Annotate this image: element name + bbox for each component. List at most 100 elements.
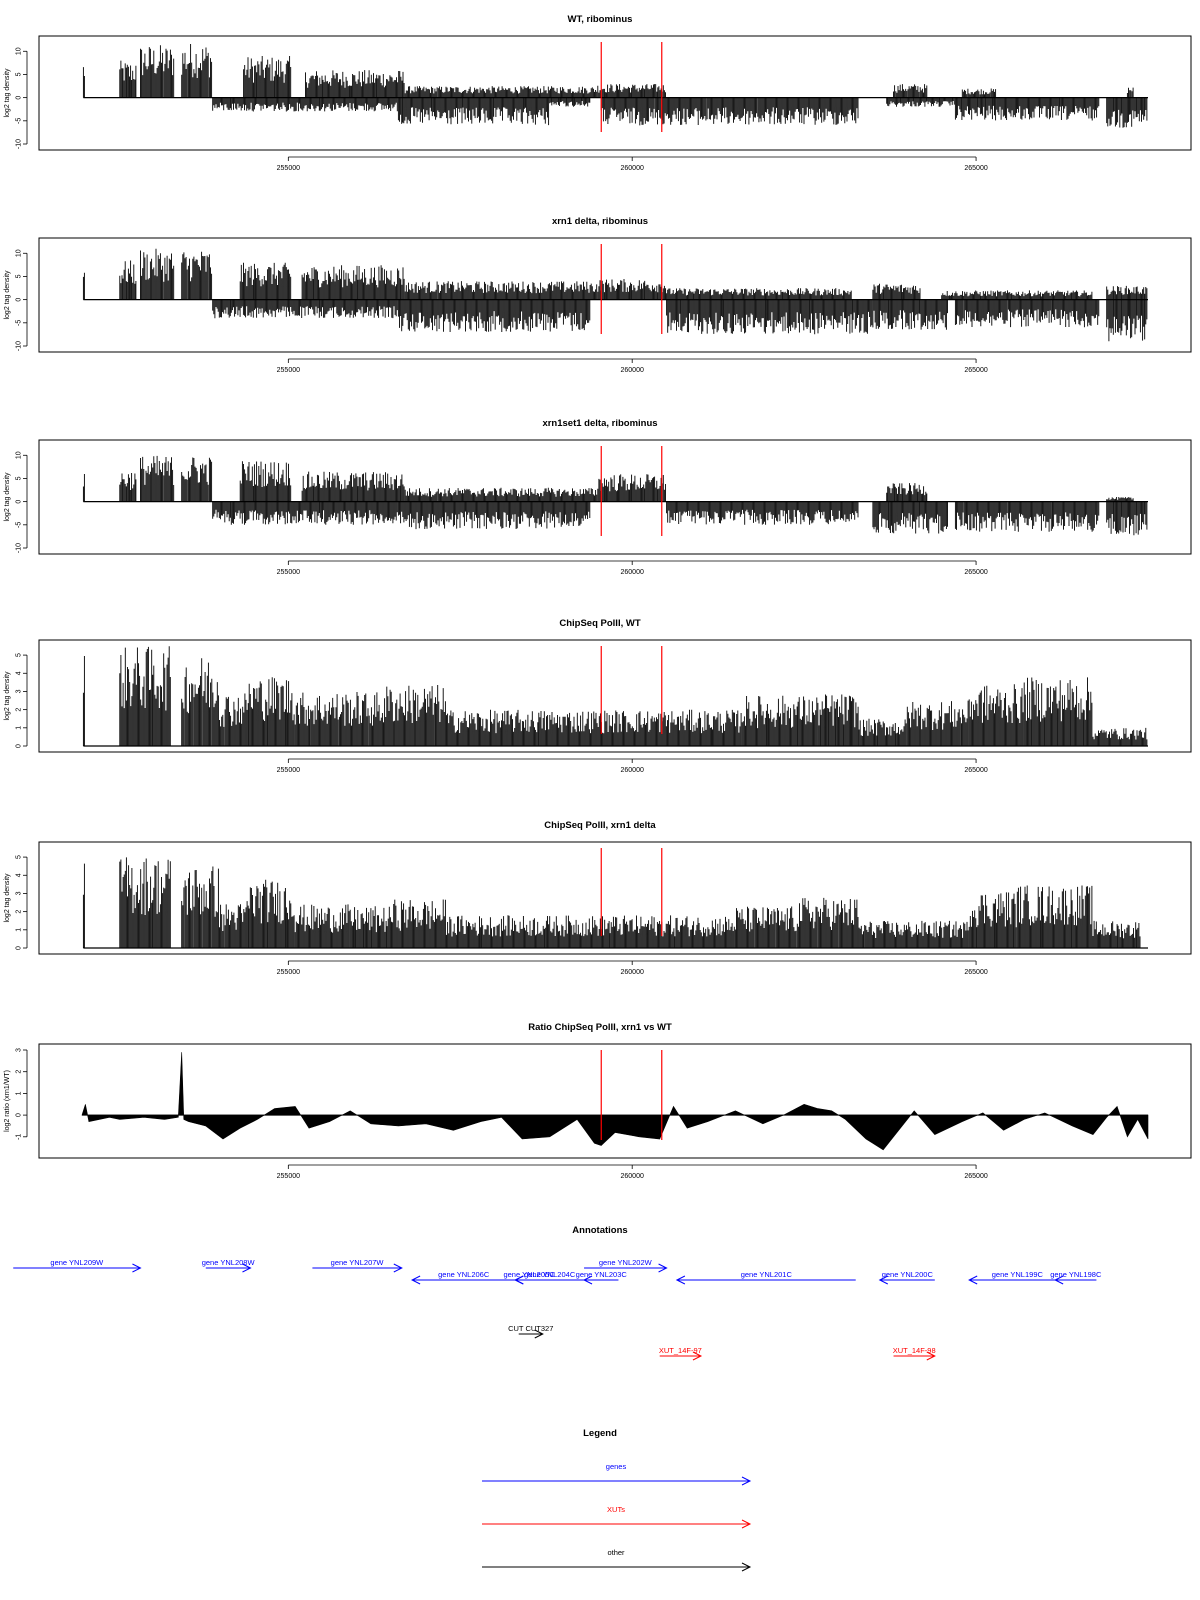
signal-spikes <box>119 473 137 502</box>
y-axis-label: log2 tag density <box>4 68 11 118</box>
arrow-head <box>410 1275 421 1285</box>
arrow-head <box>132 1263 142 1273</box>
y-tick-label: 2 <box>16 910 23 914</box>
x-tick-label: 265000 <box>964 165 987 172</box>
x-tick-label: 265000 <box>964 569 987 576</box>
y-tick-label: -10 <box>16 543 23 553</box>
gene-arrow: gene YNL202W <box>584 1258 668 1273</box>
signal-spikes <box>404 86 598 98</box>
signal-spikes <box>239 461 292 502</box>
signal-region <box>246 677 295 746</box>
signal-spikes <box>597 474 666 502</box>
signal-region <box>734 906 797 948</box>
arrow-head <box>741 1476 752 1486</box>
signal-spikes <box>294 692 384 746</box>
signal-spikes <box>597 84 666 98</box>
signal-spikes <box>140 248 175 300</box>
signal-region <box>666 501 859 525</box>
y-tick-label: 5 <box>16 653 23 657</box>
signal-region <box>212 97 398 112</box>
arrow-head <box>534 1329 544 1339</box>
signal-region <box>384 685 446 746</box>
signal-region <box>858 718 907 746</box>
gene-arrow: gene YNL208W <box>202 1258 256 1273</box>
arrow-head <box>658 1263 668 1273</box>
gene-arrow: gene YNL207W <box>312 1258 403 1273</box>
signal-spikes <box>968 684 1024 746</box>
signal-spikes <box>1106 497 1134 502</box>
signal-spikes <box>181 44 213 98</box>
signal-region <box>301 471 405 502</box>
gene-label: gene YNL208W <box>202 1258 256 1267</box>
signal-spikes <box>119 646 171 746</box>
signal-spikes <box>1016 885 1093 948</box>
legend-item-other: other <box>482 1548 752 1572</box>
signal-region <box>597 279 666 300</box>
plot-frame <box>38 35 1192 151</box>
x-axis: 255000 260000 265000 <box>277 156 988 172</box>
signal-region <box>968 892 1017 948</box>
arrow-head <box>968 1275 978 1285</box>
y-tick-label: 4 <box>16 671 23 675</box>
signal-region <box>858 920 969 948</box>
signal-region <box>181 457 213 502</box>
signal-region <box>119 60 137 98</box>
signal-region <box>82 272 85 300</box>
y-tick-label: 0 <box>16 500 23 504</box>
signal-spikes <box>181 658 219 746</box>
arrow-head <box>514 1275 524 1285</box>
signal-region <box>954 501 1100 532</box>
signal-spikes <box>858 718 907 746</box>
signal-region <box>954 299 1100 328</box>
y-axis-label: log2 tag density <box>4 472 11 522</box>
signal-spikes <box>212 501 398 525</box>
signal-region <box>219 693 247 746</box>
gene-label: gene YNL201C <box>741 1270 793 1279</box>
plus-strand-series <box>82 248 1148 300</box>
signal-region <box>1092 920 1141 948</box>
xut-arrow: XUT_14F-97 <box>659 1346 703 1361</box>
signal-region <box>181 658 219 746</box>
x-tick-label: 265000 <box>964 969 987 976</box>
signal-spikes <box>301 471 405 502</box>
signal-spikes <box>397 97 550 126</box>
y-tick-label: 3 <box>16 1048 23 1052</box>
y-tick-label: 5 <box>16 855 23 859</box>
signal-spikes <box>246 677 295 746</box>
y-tick-label: 5 <box>16 476 23 480</box>
x-tick-label: 255000 <box>277 969 300 976</box>
xut-label: XUT_14F-98 <box>893 1346 936 1355</box>
y-tick-label: 3 <box>16 689 23 693</box>
signal-spikes <box>349 906 391 948</box>
signal-region <box>246 879 295 948</box>
gene-label: gene YNL198C <box>1050 1270 1102 1279</box>
x-tick-label: 255000 <box>277 1173 300 1180</box>
arrow-head <box>675 1275 686 1285</box>
arrow-head <box>582 1275 593 1285</box>
plot-frame <box>38 1043 1192 1159</box>
y-tick-label: 10 <box>16 451 23 459</box>
legend-label: genes <box>606 1462 627 1471</box>
y-tick-label: -5 <box>16 522 23 528</box>
gene-arrow: gene YNL204C <box>514 1270 585 1285</box>
signal-region <box>181 866 219 948</box>
legend-label: XUTs <box>607 1505 625 1514</box>
gene-label: gene YNL209W <box>50 1258 104 1267</box>
signal-spikes <box>212 299 398 319</box>
panel-6: Ratio ChipSeq PolII, xrn1 vs WT -1 0 1 2 3 log… <box>4 1022 1192 1180</box>
y-tick-label: -5 <box>16 320 23 326</box>
signal-spikes <box>1126 87 1134 98</box>
signal-region <box>446 709 742 746</box>
signal-region <box>82 863 85 948</box>
gene-label: gene YNL204C <box>524 1270 576 1279</box>
signal-region <box>82 67 85 98</box>
gene-arrow: gene YNL206C <box>410 1270 516 1285</box>
signal-spikes <box>872 501 948 534</box>
signal-region <box>305 70 405 98</box>
signal-region <box>294 692 384 746</box>
gene-label: gene YNL205C <box>503 1270 555 1279</box>
x-tick-label: 265000 <box>964 367 987 374</box>
signal-region <box>893 84 928 98</box>
signal-region <box>941 290 1093 300</box>
